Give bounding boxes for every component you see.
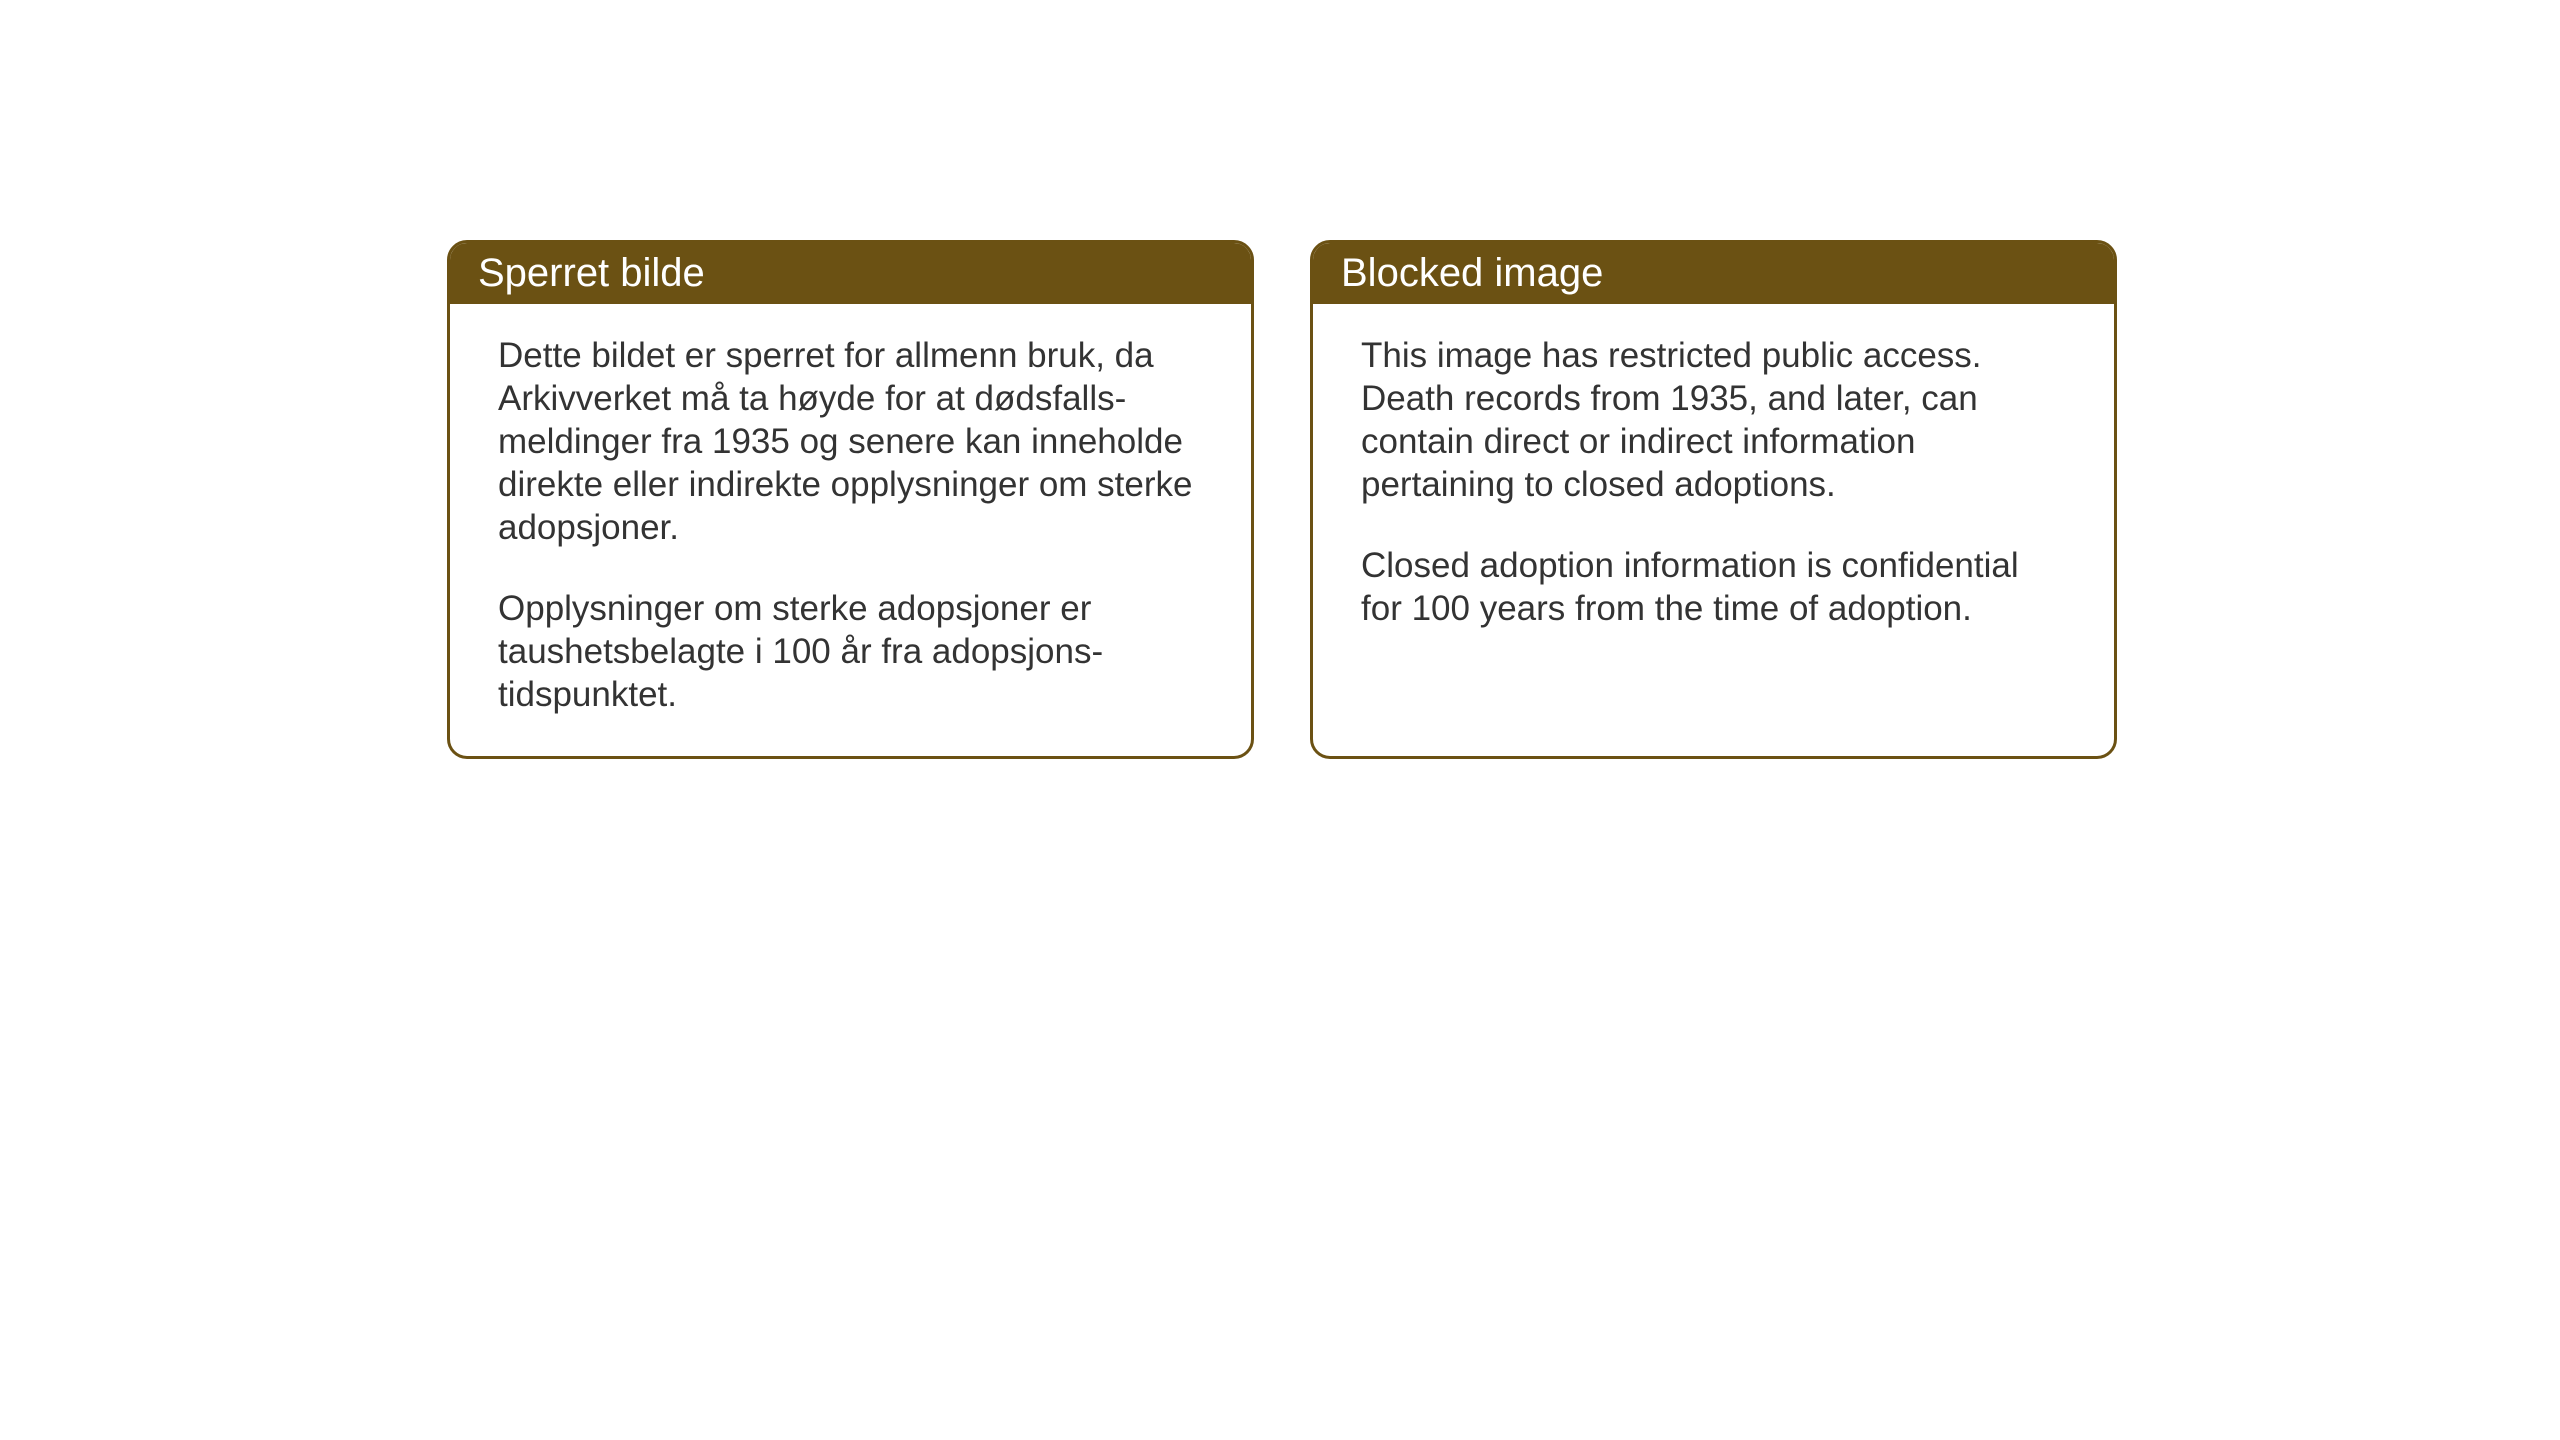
cards-container: Sperret bilde Dette bildet er sperret fo… [447, 240, 2117, 759]
paragraph-norwegian-1: Dette bildet er sperret for allmenn bruk… [498, 334, 1203, 549]
card-english: Blocked image This image has restricted … [1310, 240, 2117, 759]
paragraph-norwegian-2: Opplysninger om sterke adopsjoner er tau… [498, 587, 1203, 716]
card-header-english: Blocked image [1313, 243, 2114, 304]
paragraph-english-1: This image has restricted public access.… [1361, 334, 2066, 506]
card-header-norwegian: Sperret bilde [450, 243, 1251, 304]
card-title-norwegian: Sperret bilde [478, 251, 705, 295]
card-norwegian: Sperret bilde Dette bildet er sperret fo… [447, 240, 1254, 759]
card-body-norwegian: Dette bildet er sperret for allmenn bruk… [450, 304, 1251, 756]
card-title-english: Blocked image [1341, 251, 1603, 295]
card-body-english: This image has restricted public access.… [1313, 304, 2114, 744]
paragraph-english-2: Closed adoption information is confident… [1361, 544, 2066, 630]
